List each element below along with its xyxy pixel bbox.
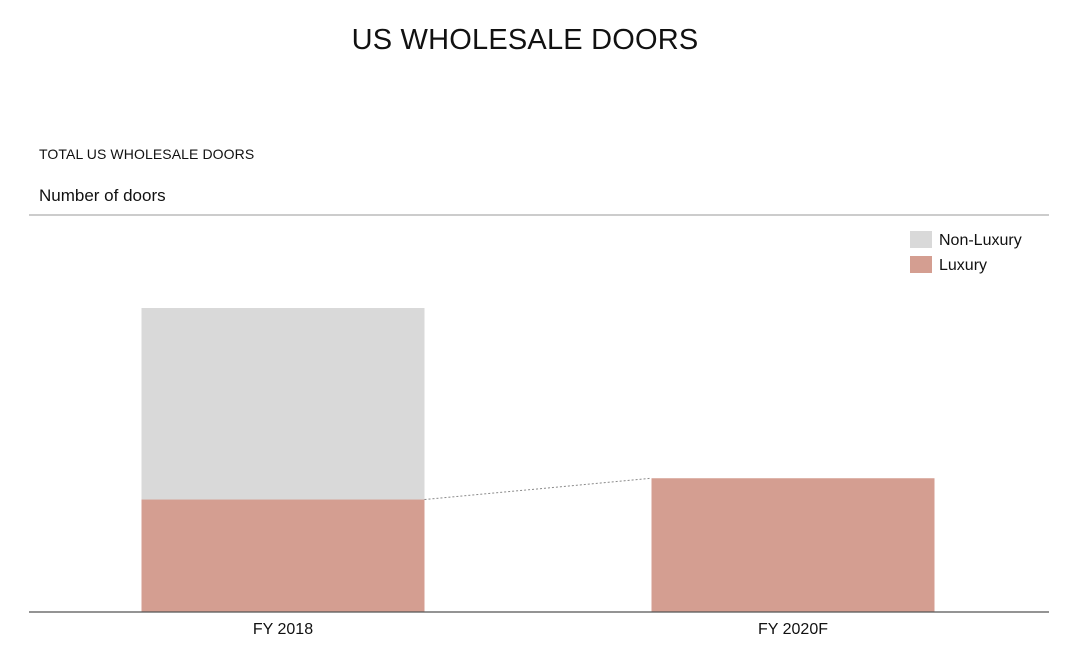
legend-label-non-luxury: Non-Luxury (939, 232, 1022, 249)
metric-label: Number of doors (39, 186, 166, 205)
bar-luxury-fy-2018 (141, 499, 425, 612)
legend-swatch-luxury (910, 256, 932, 273)
bar-luxury-fy-2020f (651, 478, 935, 612)
x-tick-label: FY 2020F (758, 621, 828, 638)
chart-title: US WHOLESALE DOORS (351, 24, 699, 56)
legend-swatch-non-luxury (910, 231, 932, 248)
bar-non-luxury-fy-2018 (141, 308, 425, 500)
legend: Non-Luxury Luxury (910, 231, 1022, 274)
x-tick-labels: FY 2018 FY 2020F (253, 621, 828, 638)
legend-label-luxury: Luxury (939, 257, 987, 274)
bars-group (141, 308, 935, 612)
x-tick-label: FY 2018 (253, 621, 313, 638)
luxury-connector-line (424, 477, 652, 501)
section-label: TOTAL US WHOLESALE DOORS (39, 146, 255, 162)
